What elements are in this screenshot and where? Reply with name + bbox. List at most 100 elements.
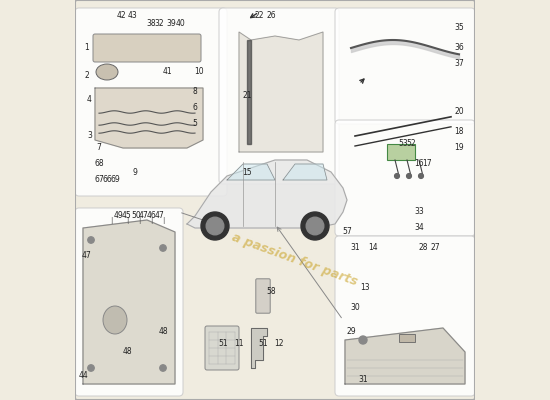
- Circle shape: [88, 237, 94, 243]
- Circle shape: [419, 174, 424, 178]
- Text: |: |: [110, 217, 112, 224]
- Text: 58: 58: [266, 288, 276, 296]
- Text: |: |: [162, 217, 164, 224]
- Text: 27: 27: [430, 244, 440, 252]
- Text: 18: 18: [454, 128, 464, 136]
- Circle shape: [394, 174, 399, 178]
- FancyBboxPatch shape: [75, 8, 227, 196]
- FancyBboxPatch shape: [335, 120, 475, 236]
- Text: 26: 26: [266, 12, 276, 20]
- Circle shape: [160, 245, 166, 251]
- Text: 31: 31: [350, 244, 360, 252]
- Circle shape: [201, 212, 229, 240]
- Polygon shape: [247, 40, 251, 144]
- FancyBboxPatch shape: [335, 8, 475, 124]
- Text: 7: 7: [97, 144, 101, 152]
- Text: 3: 3: [88, 132, 92, 140]
- FancyBboxPatch shape: [93, 34, 201, 62]
- Text: 39: 39: [166, 20, 176, 28]
- Text: 34: 34: [414, 224, 424, 232]
- Text: 53: 53: [398, 140, 408, 148]
- FancyBboxPatch shape: [205, 326, 239, 370]
- Polygon shape: [187, 160, 347, 228]
- FancyBboxPatch shape: [219, 8, 339, 184]
- Text: 19: 19: [454, 144, 464, 152]
- Text: 10: 10: [194, 68, 204, 76]
- Polygon shape: [95, 88, 203, 148]
- Circle shape: [160, 365, 166, 371]
- Text: |: |: [150, 217, 152, 224]
- Text: 40: 40: [176, 20, 186, 28]
- Text: 37: 37: [454, 60, 464, 68]
- Text: 50: 50: [131, 212, 141, 220]
- Circle shape: [359, 336, 367, 344]
- Text: 41: 41: [162, 68, 172, 76]
- Circle shape: [406, 174, 411, 178]
- Text: 14: 14: [368, 244, 378, 252]
- Ellipse shape: [96, 64, 118, 80]
- Text: 49: 49: [114, 212, 124, 220]
- Text: 8: 8: [192, 88, 197, 96]
- Text: 16: 16: [414, 160, 424, 168]
- Text: 67: 67: [94, 176, 104, 184]
- Circle shape: [88, 365, 94, 371]
- Text: 45: 45: [122, 212, 132, 220]
- Text: a passion for parts: a passion for parts: [230, 231, 360, 289]
- Text: 21: 21: [242, 92, 252, 100]
- Polygon shape: [239, 32, 323, 152]
- Text: 13: 13: [360, 284, 370, 292]
- Text: 47: 47: [82, 252, 92, 260]
- Text: 11: 11: [234, 340, 244, 348]
- Text: 46: 46: [147, 212, 157, 220]
- Polygon shape: [345, 328, 465, 384]
- Ellipse shape: [103, 306, 127, 334]
- Text: 22: 22: [254, 12, 264, 20]
- Polygon shape: [83, 220, 175, 384]
- FancyBboxPatch shape: [256, 279, 270, 313]
- FancyBboxPatch shape: [75, 208, 183, 396]
- Circle shape: [301, 212, 329, 240]
- Text: 32: 32: [154, 20, 164, 28]
- Text: 2: 2: [85, 72, 89, 80]
- Text: 5: 5: [192, 120, 197, 128]
- Text: 48: 48: [158, 328, 168, 336]
- Text: 44: 44: [79, 372, 89, 380]
- Text: 48: 48: [122, 348, 132, 356]
- Text: 35: 35: [454, 24, 464, 32]
- Text: 47: 47: [139, 212, 148, 220]
- Text: 15: 15: [242, 168, 252, 176]
- Text: 17: 17: [422, 160, 432, 168]
- Text: 4: 4: [86, 96, 91, 104]
- Text: 31: 31: [358, 376, 368, 384]
- Text: 43: 43: [128, 12, 138, 20]
- Text: |: |: [138, 217, 140, 224]
- Text: 68: 68: [94, 160, 104, 168]
- Polygon shape: [283, 164, 327, 180]
- Text: 51: 51: [218, 340, 228, 348]
- Text: 33: 33: [414, 208, 424, 216]
- Text: |: |: [126, 217, 128, 224]
- Circle shape: [306, 217, 324, 235]
- Polygon shape: [251, 328, 267, 368]
- Circle shape: [206, 217, 224, 235]
- Polygon shape: [227, 164, 275, 180]
- Text: 28: 28: [418, 244, 428, 252]
- Text: 57: 57: [342, 228, 352, 236]
- Text: 42: 42: [116, 12, 126, 20]
- Text: 47: 47: [155, 212, 164, 220]
- Text: 51: 51: [258, 340, 268, 348]
- Bar: [399, 334, 415, 342]
- Text: 30: 30: [350, 304, 360, 312]
- Text: 29: 29: [346, 328, 356, 336]
- Bar: [387, 144, 415, 160]
- Text: 20: 20: [454, 108, 464, 116]
- Text: 52: 52: [406, 140, 416, 148]
- FancyBboxPatch shape: [335, 236, 475, 396]
- Text: 69: 69: [110, 176, 120, 184]
- Text: 9: 9: [133, 168, 138, 176]
- Text: 1: 1: [85, 44, 89, 52]
- Text: 12: 12: [274, 340, 284, 348]
- Text: 38: 38: [146, 20, 156, 28]
- Text: 66: 66: [102, 176, 112, 184]
- Text: 36: 36: [454, 44, 464, 52]
